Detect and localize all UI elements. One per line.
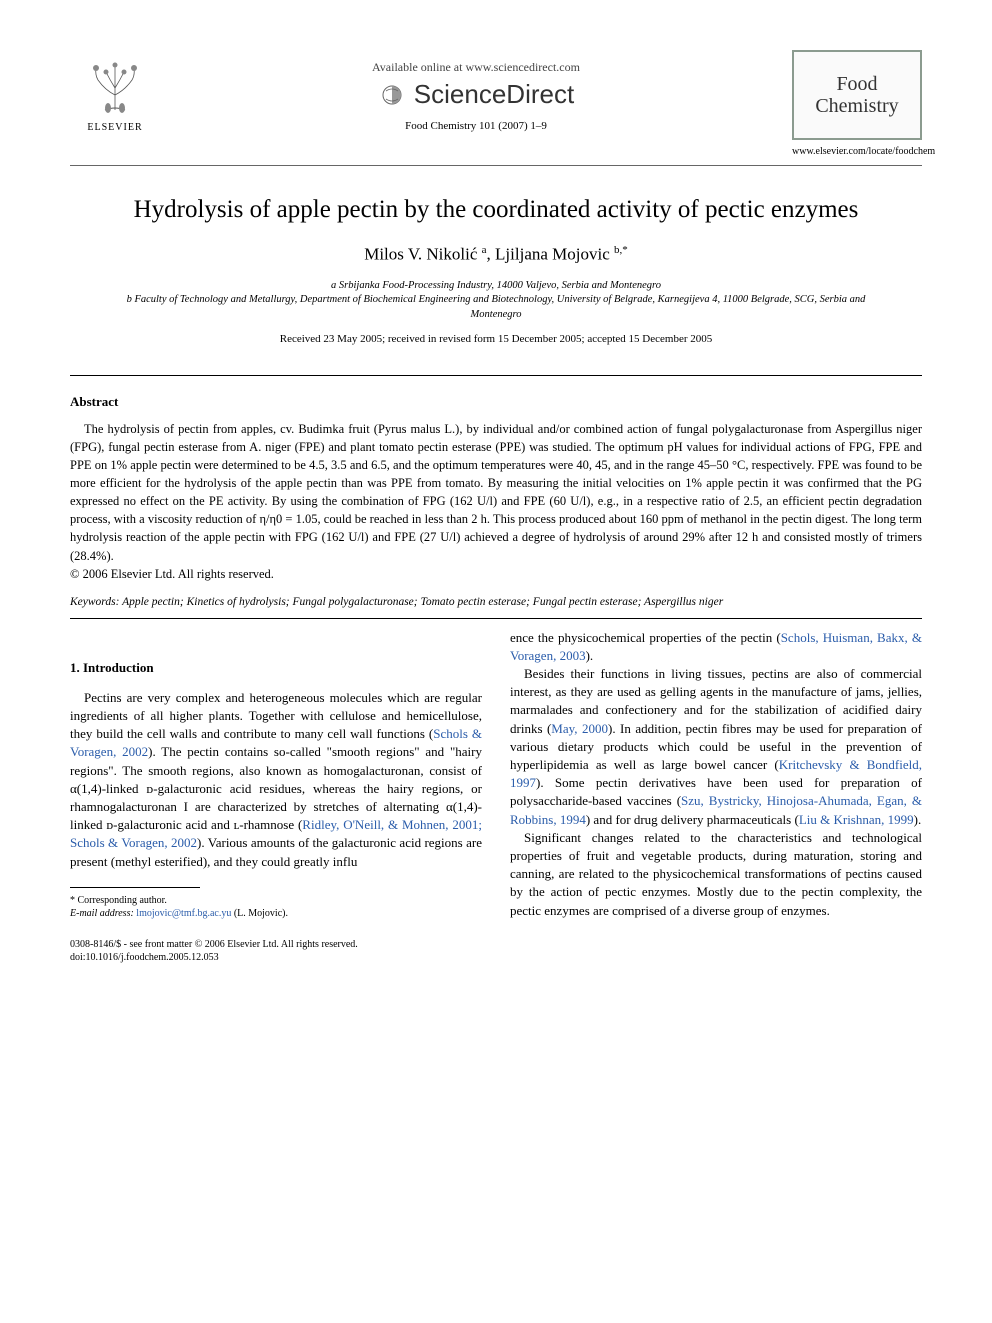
footer-line1: 0308-8146/$ - see front matter © 2006 El… bbox=[70, 938, 482, 951]
corr-author-label: * Corresponding author. bbox=[70, 894, 482, 907]
author-1: Milos V. Nikolić bbox=[364, 245, 477, 264]
publisher-logo-block: ELSEVIER bbox=[70, 50, 160, 133]
elsevier-tree-icon bbox=[80, 50, 150, 120]
author-list: Milos V. Nikolić a, Ljiljana Mojovic b,* bbox=[70, 244, 922, 265]
intro-p1: Pectins are very complex and heterogeneo… bbox=[70, 689, 482, 871]
affiliation-b: b Faculty of Technology and Metallurgy, … bbox=[100, 293, 892, 322]
ref-link-may-2000[interactable]: May, 2000 bbox=[551, 721, 608, 736]
affiliations: a Srbijanka Food-Processing Industry, 14… bbox=[70, 279, 922, 323]
corr-email-name: (L. Mojovic). bbox=[234, 908, 288, 919]
intro-heading: 1. Introduction bbox=[70, 659, 482, 677]
article-dates: Received 23 May 2005; received in revise… bbox=[70, 333, 922, 345]
footer-block: 0308-8146/$ - see front matter © 2006 El… bbox=[70, 938, 482, 964]
abstract-copyright: © 2006 Elsevier Ltd. All rights reserved… bbox=[70, 567, 922, 582]
affiliation-a: a Srbijanka Food-Processing Industry, 14… bbox=[100, 279, 892, 294]
keywords-label: Keywords: bbox=[70, 596, 119, 608]
journal-title-box: Food Chemistry bbox=[792, 50, 922, 140]
page-header: ELSEVIER Available online at www.science… bbox=[70, 50, 922, 157]
citation-line: Food Chemistry 101 (2007) 1–9 bbox=[160, 120, 792, 132]
journal-name-1: Food bbox=[836, 73, 877, 95]
corresponding-author-note: * Corresponding author. E-mail address: … bbox=[70, 894, 482, 920]
sciencedirect-text: ScienceDirect bbox=[414, 79, 574, 110]
header-center: Available online at www.sciencedirect.co… bbox=[160, 50, 792, 132]
footnote-divider bbox=[70, 887, 200, 888]
intro-p3: Significant changes related to the chara… bbox=[510, 829, 922, 920]
intro-p2d: ) and for drug delivery pharmaceuticals … bbox=[586, 812, 799, 827]
abstract-heading: Abstract bbox=[70, 394, 922, 410]
body-columns: 1. Introduction Pectins are very complex… bbox=[70, 629, 922, 964]
corr-email-link[interactable]: lmojovic@tmf.bg.ac.yu bbox=[134, 908, 234, 919]
intro-p1a: Pectins are very complex and heterogeneo… bbox=[70, 690, 482, 741]
abstract-text: The hydrolysis of pectin from apples, cv… bbox=[70, 420, 922, 565]
sciencedirect-icon bbox=[378, 81, 406, 109]
intro-p1-cont: ence the physicochemical properties of t… bbox=[510, 629, 922, 665]
journal-block: Food Chemistry www.elsevier.com/locate/f… bbox=[792, 50, 922, 157]
email-label: E-mail address: bbox=[70, 908, 134, 919]
article-title: Hydrolysis of apple pectin by the coordi… bbox=[70, 196, 922, 224]
journal-url: www.elsevier.com/locate/foodchem bbox=[792, 146, 922, 157]
author-1-aff: a bbox=[482, 244, 487, 256]
intro-p2e: ). bbox=[914, 812, 922, 827]
elsevier-label: ELSEVIER bbox=[87, 122, 142, 133]
footer-line2: doi:10.1016/j.foodchem.2005.12.053 bbox=[70, 951, 482, 964]
sciencedirect-brand: ScienceDirect bbox=[160, 79, 792, 110]
intro-p1e: ). bbox=[586, 648, 594, 663]
available-online-text: Available online at www.sciencedirect.co… bbox=[160, 60, 792, 75]
intro-p2: Besides their functions in living tissue… bbox=[510, 665, 922, 829]
abstract-top-divider bbox=[70, 375, 922, 376]
author-2: Ljiljana Mojovic bbox=[495, 245, 610, 264]
abstract-bottom-divider bbox=[70, 618, 922, 619]
keywords-line: Keywords: Apple pectin; Kinetics of hydr… bbox=[70, 596, 922, 608]
ref-link-liu-1999[interactable]: Liu & Krishnan, 1999 bbox=[799, 812, 914, 827]
header-divider bbox=[70, 165, 922, 166]
author-2-aff: b,* bbox=[614, 244, 628, 256]
corr-email-line: E-mail address: lmojovic@tmf.bg.ac.yu (L… bbox=[70, 907, 482, 920]
journal-name-2: Chemistry bbox=[815, 95, 898, 117]
keywords-text: Apple pectin; Kinetics of hydrolysis; Fu… bbox=[119, 596, 723, 608]
intro-p1d: ence the physicochemical properties of t… bbox=[510, 630, 781, 645]
